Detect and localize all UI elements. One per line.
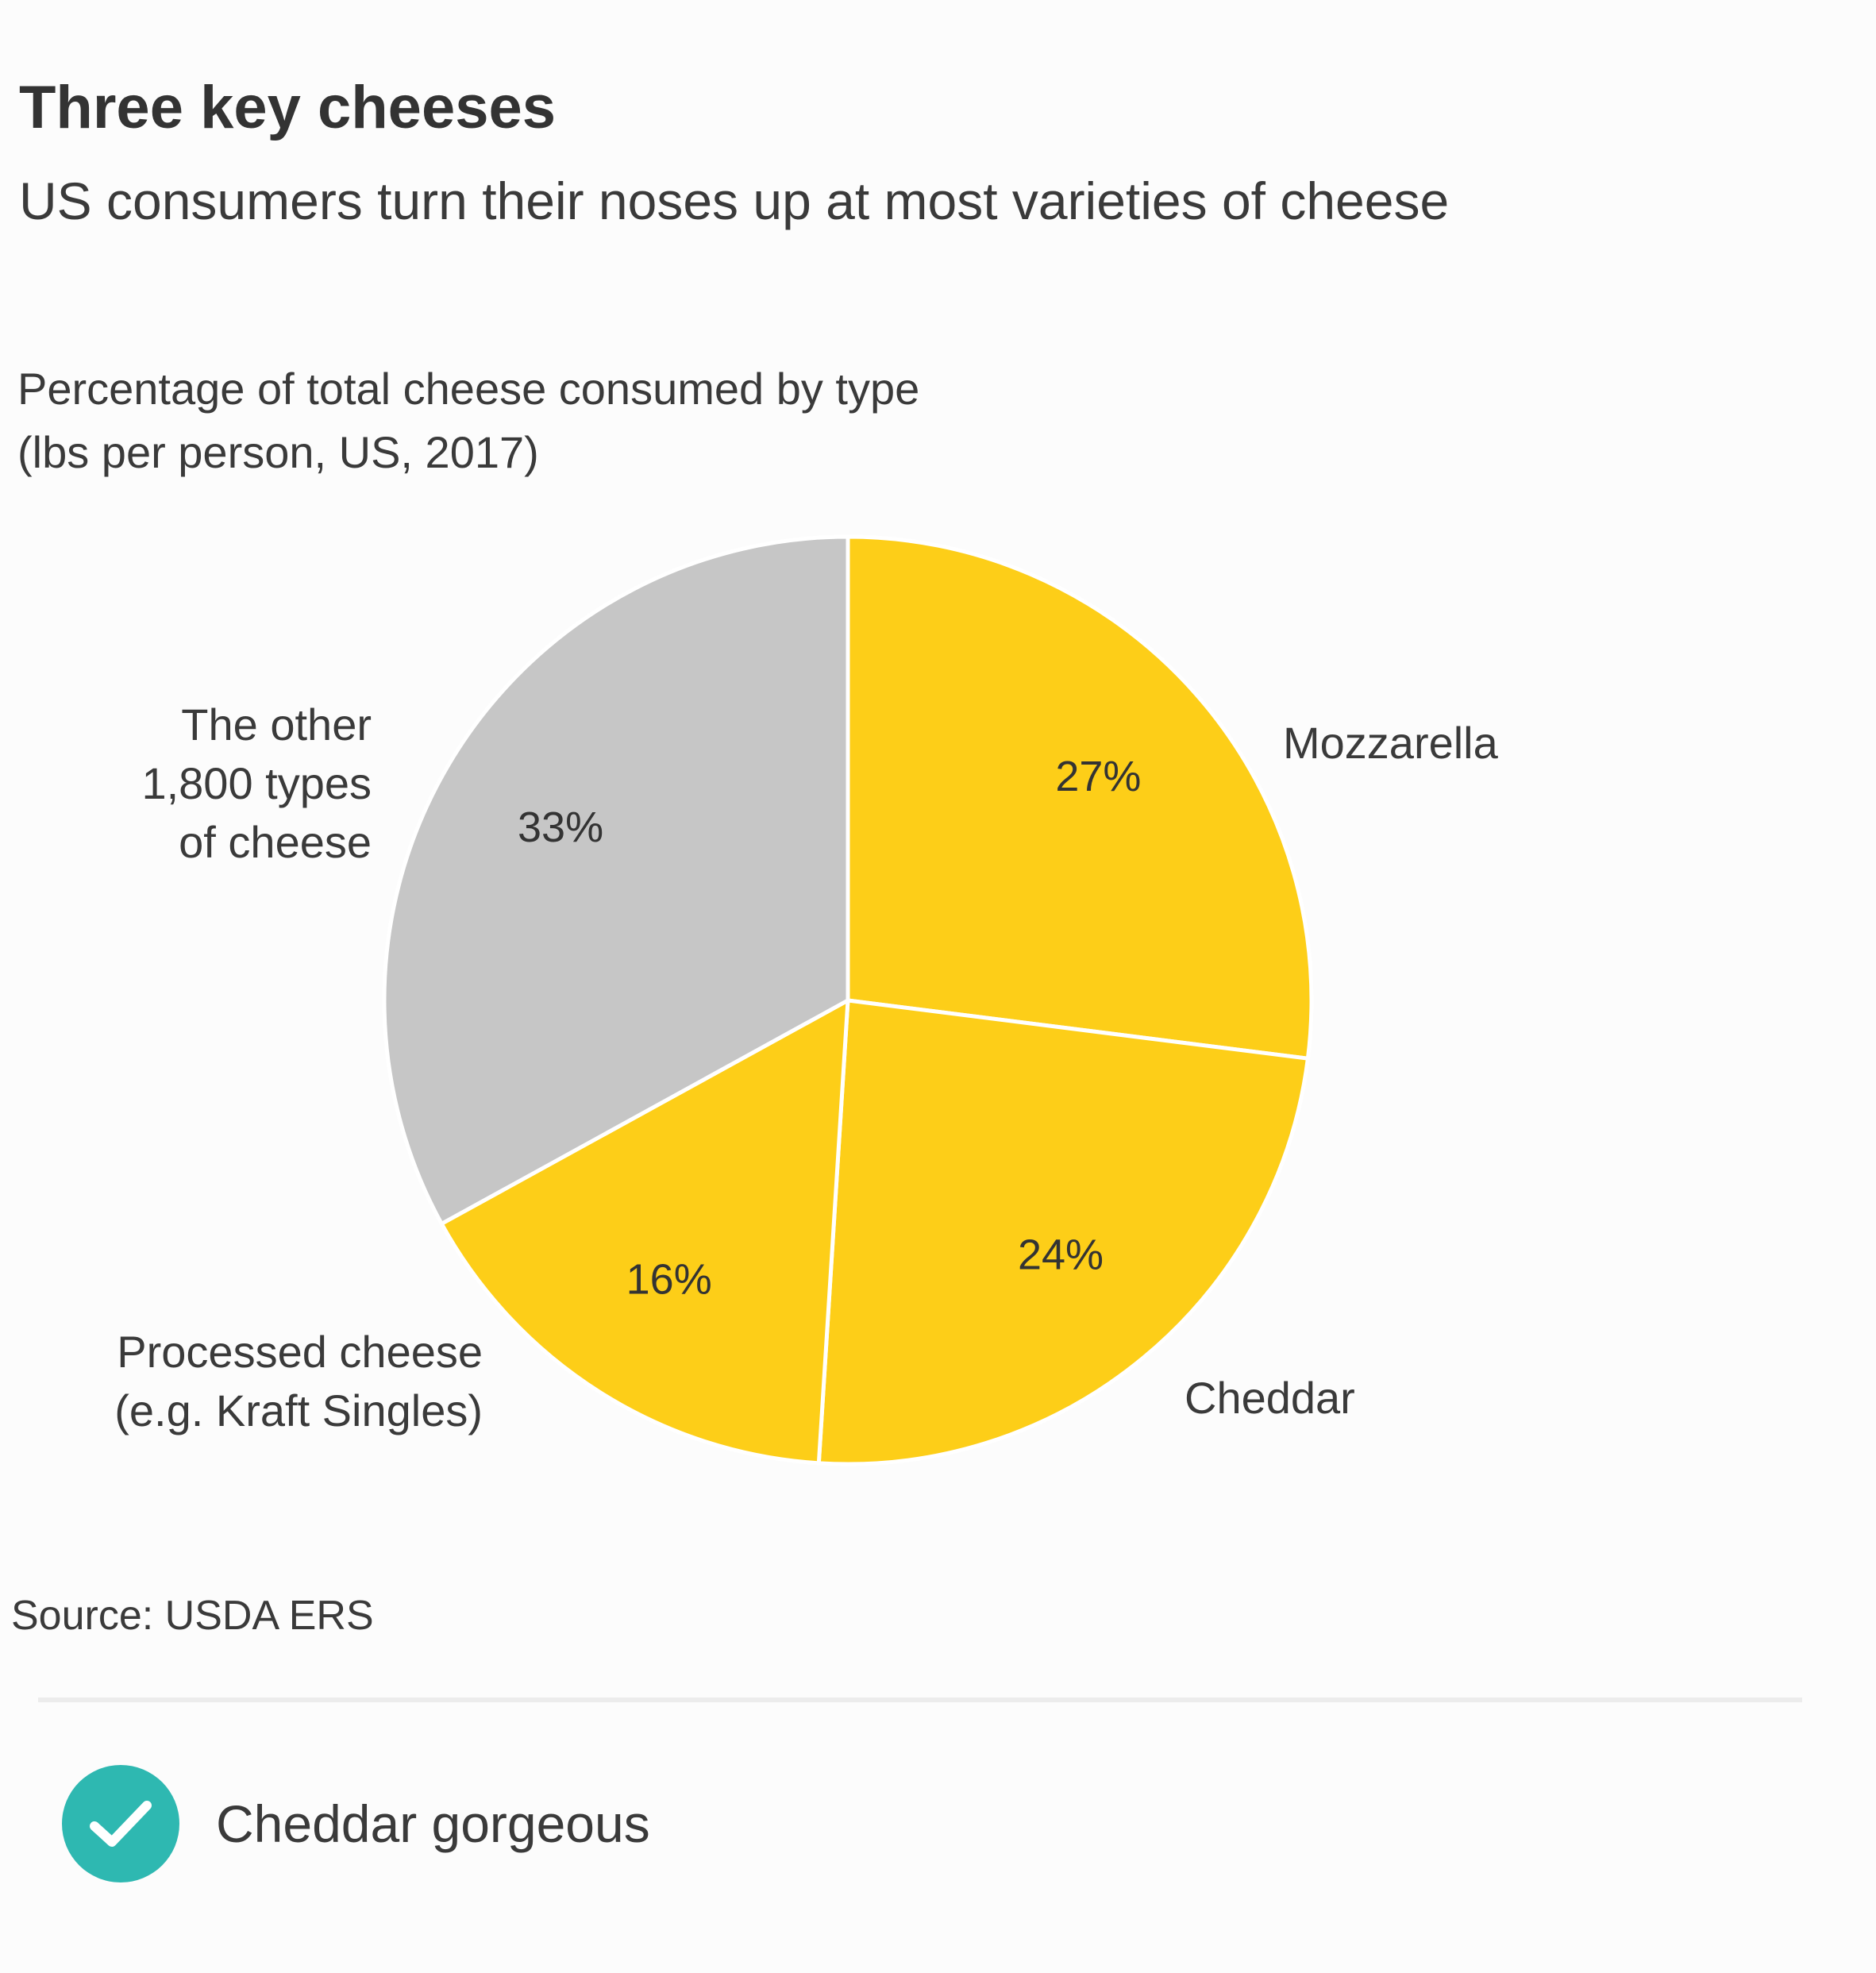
pie-slice-processed-cheese [439,998,850,1466]
category-label: Processed cheese (e.g. Kraft Singles) [114,1327,483,1435]
category-label: Cheddar [1185,1373,1355,1423]
category-label: The other 1,800 types of cheese [141,699,372,867]
category-label: Mozzarella [1283,718,1499,768]
category-label-line: 1,800 types [141,758,372,808]
pie-chart: 27% 24% 16% 33% Mozzarella Cheddar Processed … [114,534,1499,1466]
category-label-line: of cheese [179,817,372,867]
footer-answer: Cheddar gorgeous [62,1764,650,1883]
pie-slice-other-types [382,534,850,1226]
pct-label: 24% [1018,1231,1104,1278]
pct-label: 33% [518,803,603,851]
pct-label: 16% [626,1255,712,1303]
chart-title: Three key cheeses [19,74,557,141]
pie-slice-cheddar [816,998,1310,1466]
percentage-labels: 27% 24% 16% 33% [518,753,1141,1303]
category-label-line: Cheddar [1185,1373,1355,1423]
category-labels: Mozzarella Cheddar Processed cheese (e.g. K… [114,699,1498,1435]
category-label-line: (e.g. Kraft Singles) [114,1385,483,1435]
category-label-line: Mozzarella [1283,718,1499,768]
divider [38,1697,1802,1702]
chart-subtitle: US consumers turn their noses up at most… [19,171,1450,230]
source-note: Source: USDA ERS [11,1593,374,1639]
category-label-line: Processed cheese [117,1327,483,1377]
pie-slice-mozzarella [846,534,1314,1061]
caption-line-2: (lbs per person, US, 2017) [17,427,539,477]
chart-caption: Percentage of total cheese consumed by t… [17,357,919,484]
category-label-line: The other [181,699,372,750]
caption-line-1: Percentage of total cheese consumed by t… [17,364,920,414]
pie-slices [382,534,1314,1466]
pct-label: 27% [1055,753,1141,800]
check-icon [62,1765,179,1882]
footer-text: Cheddar gorgeous [216,1794,650,1853]
